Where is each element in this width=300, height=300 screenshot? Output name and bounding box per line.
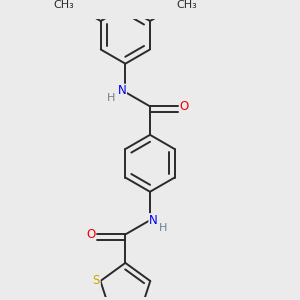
Text: CH₃: CH₃	[176, 0, 197, 11]
Text: CH₃: CH₃	[54, 0, 74, 11]
Text: S: S	[93, 274, 100, 287]
Text: H: H	[106, 92, 115, 103]
Text: O: O	[86, 228, 95, 241]
Text: N: N	[118, 84, 126, 97]
Text: O: O	[180, 100, 189, 113]
Text: H: H	[159, 223, 168, 233]
Text: N: N	[149, 214, 158, 227]
